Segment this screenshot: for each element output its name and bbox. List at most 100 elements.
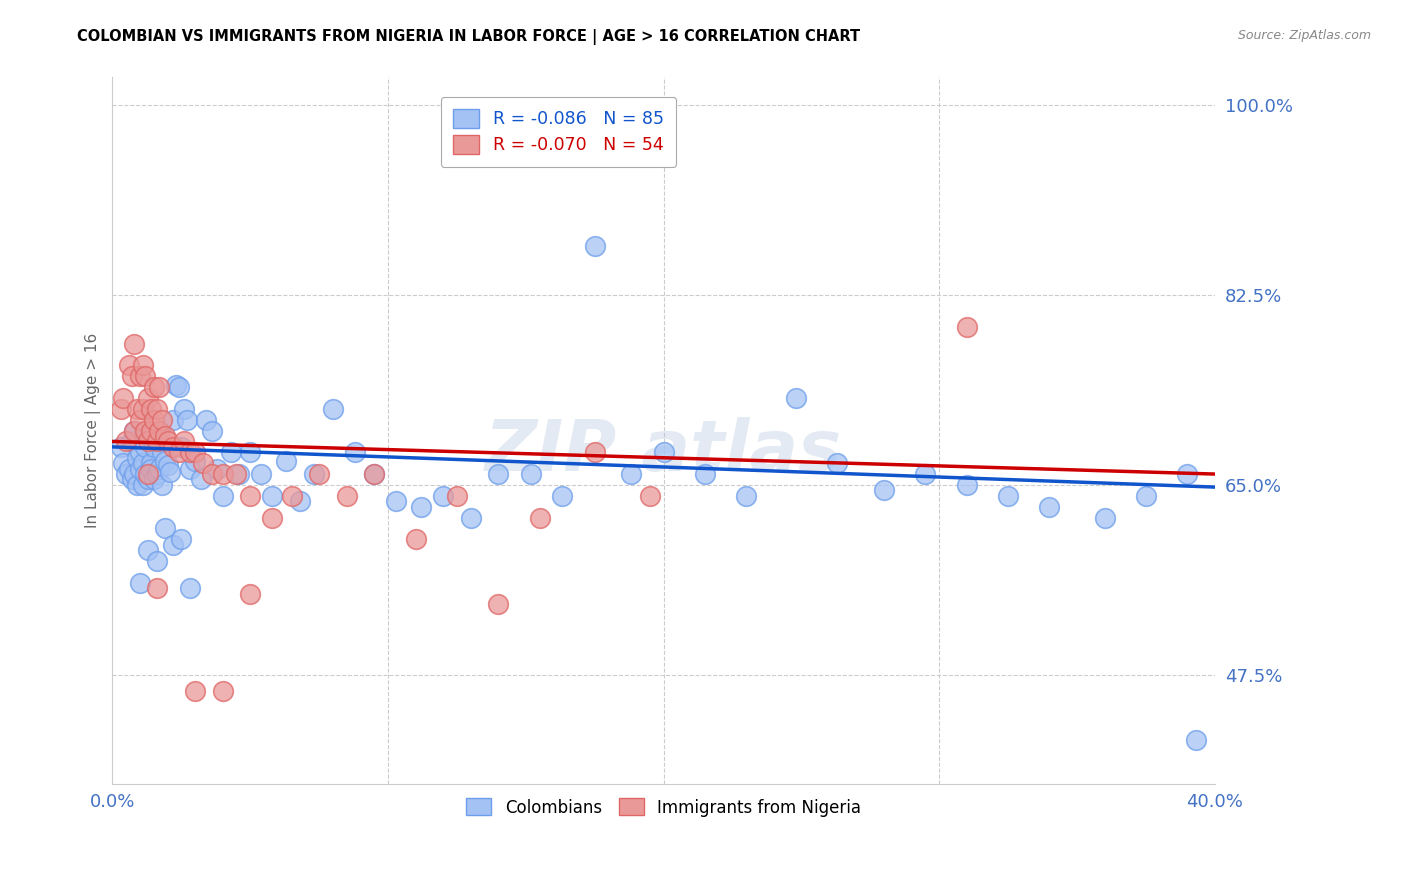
Point bbox=[162, 440, 184, 454]
Point bbox=[127, 401, 149, 416]
Point bbox=[121, 369, 143, 384]
Point bbox=[124, 467, 146, 481]
Point bbox=[308, 467, 330, 481]
Point bbox=[550, 489, 572, 503]
Point bbox=[1175, 467, 1198, 481]
Point bbox=[184, 445, 207, 459]
Point bbox=[118, 461, 141, 475]
Point bbox=[136, 429, 159, 443]
Point bbox=[112, 456, 135, 470]
Point bbox=[225, 467, 247, 481]
Point bbox=[132, 478, 155, 492]
Point bbox=[693, 467, 716, 481]
Point bbox=[785, 391, 807, 405]
Point bbox=[145, 467, 167, 481]
Point bbox=[134, 467, 156, 481]
Point bbox=[280, 489, 302, 503]
Point bbox=[219, 445, 242, 459]
Point bbox=[873, 483, 896, 498]
Point bbox=[132, 456, 155, 470]
Point bbox=[184, 454, 207, 468]
Point bbox=[638, 489, 661, 503]
Point bbox=[201, 424, 224, 438]
Point bbox=[162, 413, 184, 427]
Point bbox=[179, 445, 201, 459]
Point bbox=[134, 440, 156, 454]
Point bbox=[322, 401, 344, 416]
Point bbox=[148, 461, 170, 475]
Point bbox=[1135, 489, 1157, 503]
Point bbox=[201, 467, 224, 481]
Point bbox=[136, 434, 159, 449]
Point bbox=[148, 424, 170, 438]
Point bbox=[129, 369, 152, 384]
Point bbox=[193, 456, 215, 470]
Point bbox=[170, 533, 193, 547]
Point bbox=[156, 458, 179, 473]
Point bbox=[239, 586, 262, 600]
Point bbox=[142, 440, 165, 454]
Point bbox=[179, 461, 201, 475]
Point bbox=[239, 489, 262, 503]
Point bbox=[159, 465, 181, 479]
Point bbox=[302, 467, 325, 481]
Point bbox=[170, 440, 193, 454]
Point bbox=[167, 380, 190, 394]
Point bbox=[165, 378, 187, 392]
Point bbox=[142, 413, 165, 427]
Point bbox=[486, 598, 509, 612]
Point bbox=[211, 684, 233, 698]
Point bbox=[825, 456, 848, 470]
Point bbox=[162, 538, 184, 552]
Point bbox=[583, 239, 606, 253]
Point bbox=[184, 684, 207, 698]
Point bbox=[112, 391, 135, 405]
Point bbox=[385, 494, 408, 508]
Point bbox=[136, 467, 159, 481]
Point bbox=[336, 489, 359, 503]
Point bbox=[145, 581, 167, 595]
Point bbox=[173, 401, 195, 416]
Point bbox=[446, 489, 468, 503]
Point bbox=[173, 434, 195, 449]
Point bbox=[145, 554, 167, 568]
Point bbox=[145, 401, 167, 416]
Point bbox=[211, 467, 233, 481]
Point bbox=[997, 489, 1019, 503]
Point bbox=[432, 489, 454, 503]
Point bbox=[115, 434, 138, 449]
Point bbox=[1038, 500, 1060, 514]
Point bbox=[132, 401, 155, 416]
Point bbox=[142, 473, 165, 487]
Point bbox=[134, 424, 156, 438]
Point bbox=[110, 401, 132, 416]
Point bbox=[274, 454, 297, 468]
Point bbox=[195, 413, 218, 427]
Point bbox=[363, 467, 385, 481]
Point bbox=[190, 473, 212, 487]
Point bbox=[1184, 733, 1206, 747]
Point bbox=[179, 581, 201, 595]
Point bbox=[583, 445, 606, 459]
Point bbox=[460, 510, 482, 524]
Point bbox=[205, 461, 228, 475]
Point bbox=[153, 521, 176, 535]
Point bbox=[136, 473, 159, 487]
Point bbox=[148, 380, 170, 394]
Point bbox=[139, 461, 162, 475]
Point bbox=[132, 359, 155, 373]
Point bbox=[956, 320, 979, 334]
Point bbox=[129, 575, 152, 590]
Point bbox=[129, 461, 152, 475]
Point bbox=[735, 489, 758, 503]
Point bbox=[409, 500, 432, 514]
Point bbox=[150, 445, 173, 459]
Point bbox=[211, 489, 233, 503]
Text: COLOMBIAN VS IMMIGRANTS FROM NIGERIA IN LABOR FORCE | AGE > 16 CORRELATION CHART: COLOMBIAN VS IMMIGRANTS FROM NIGERIA IN … bbox=[77, 29, 860, 45]
Point bbox=[363, 467, 385, 481]
Text: Source: ZipAtlas.com: Source: ZipAtlas.com bbox=[1237, 29, 1371, 42]
Y-axis label: In Labor Force | Age > 16: In Labor Force | Age > 16 bbox=[86, 333, 101, 528]
Point bbox=[136, 543, 159, 558]
Point bbox=[914, 467, 936, 481]
Point bbox=[121, 473, 143, 487]
